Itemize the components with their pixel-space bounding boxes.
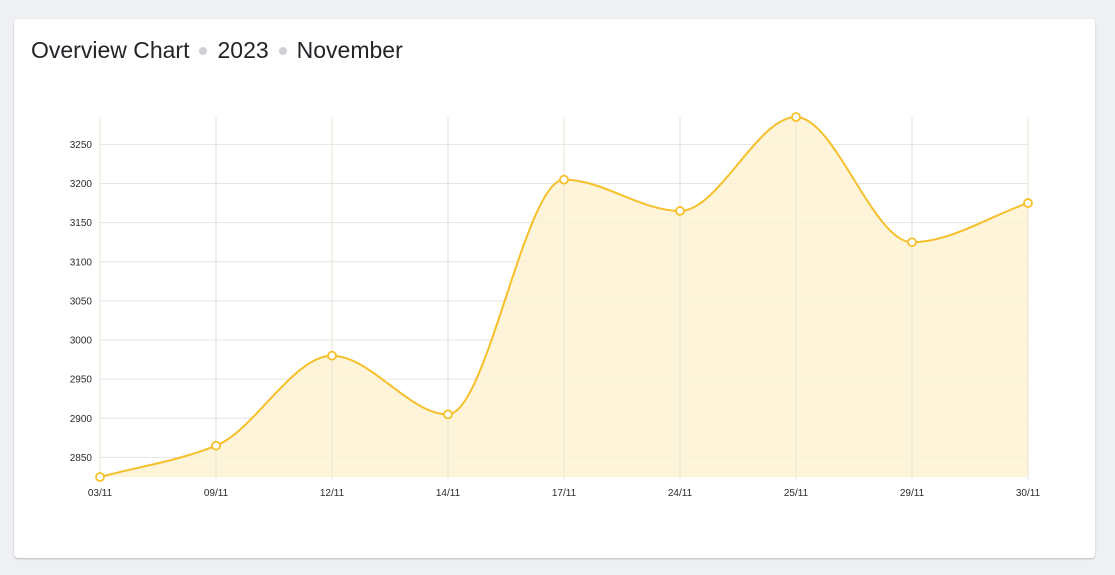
y-tick-label: 2850 (70, 453, 93, 464)
x-tick-label: 17/11 (552, 488, 577, 499)
chart-header: Overview Chart 2023 November (31, 37, 403, 64)
data-point (559, 174, 569, 185)
data-point (211, 440, 221, 451)
data-point (443, 409, 453, 420)
data-point (791, 112, 801, 122)
y-tick-label: 3000 (70, 336, 93, 347)
data-point (907, 237, 917, 248)
chart-card: Overview Chart 2023 November 2850 2900 295… (14, 19, 1095, 558)
x-tick-label: 25/11 (784, 488, 809, 499)
x-tick-label: 30/11 (1016, 488, 1041, 499)
y-tick-label: 3150 (70, 218, 93, 229)
y-tick-label: 3050 (70, 296, 93, 307)
y-tick-label: 3200 (70, 179, 93, 190)
x-tick-label: 03/11 (88, 488, 113, 499)
y-tick-label: 2950 (70, 375, 93, 386)
year-label[interactable]: 2023 (217, 37, 269, 63)
data-point (327, 350, 337, 361)
data-point (95, 472, 105, 482)
x-tick-label: 24/11 (668, 488, 693, 499)
separator-dot-icon (199, 46, 208, 55)
x-tick-label: 14/11 (436, 488, 461, 499)
y-tick-label: 3100 (70, 257, 93, 268)
area-chart: 2850 2900 2950 3000 3050 3100 3150 3200 3250 03/1… (70, 112, 1041, 499)
data-point (675, 206, 685, 216)
x-tick-label: 09/11 (204, 488, 229, 499)
y-tick-label: 2900 (70, 414, 93, 425)
x-tick-label: 12/11 (320, 488, 345, 499)
y-tick-label: 3250 (70, 140, 93, 151)
separator-dot-icon (278, 46, 287, 55)
x-tick-label: 29/11 (900, 488, 925, 499)
chart-title: Overview Chart (31, 37, 190, 63)
data-point (1023, 198, 1033, 208)
month-label[interactable]: November (296, 37, 403, 63)
